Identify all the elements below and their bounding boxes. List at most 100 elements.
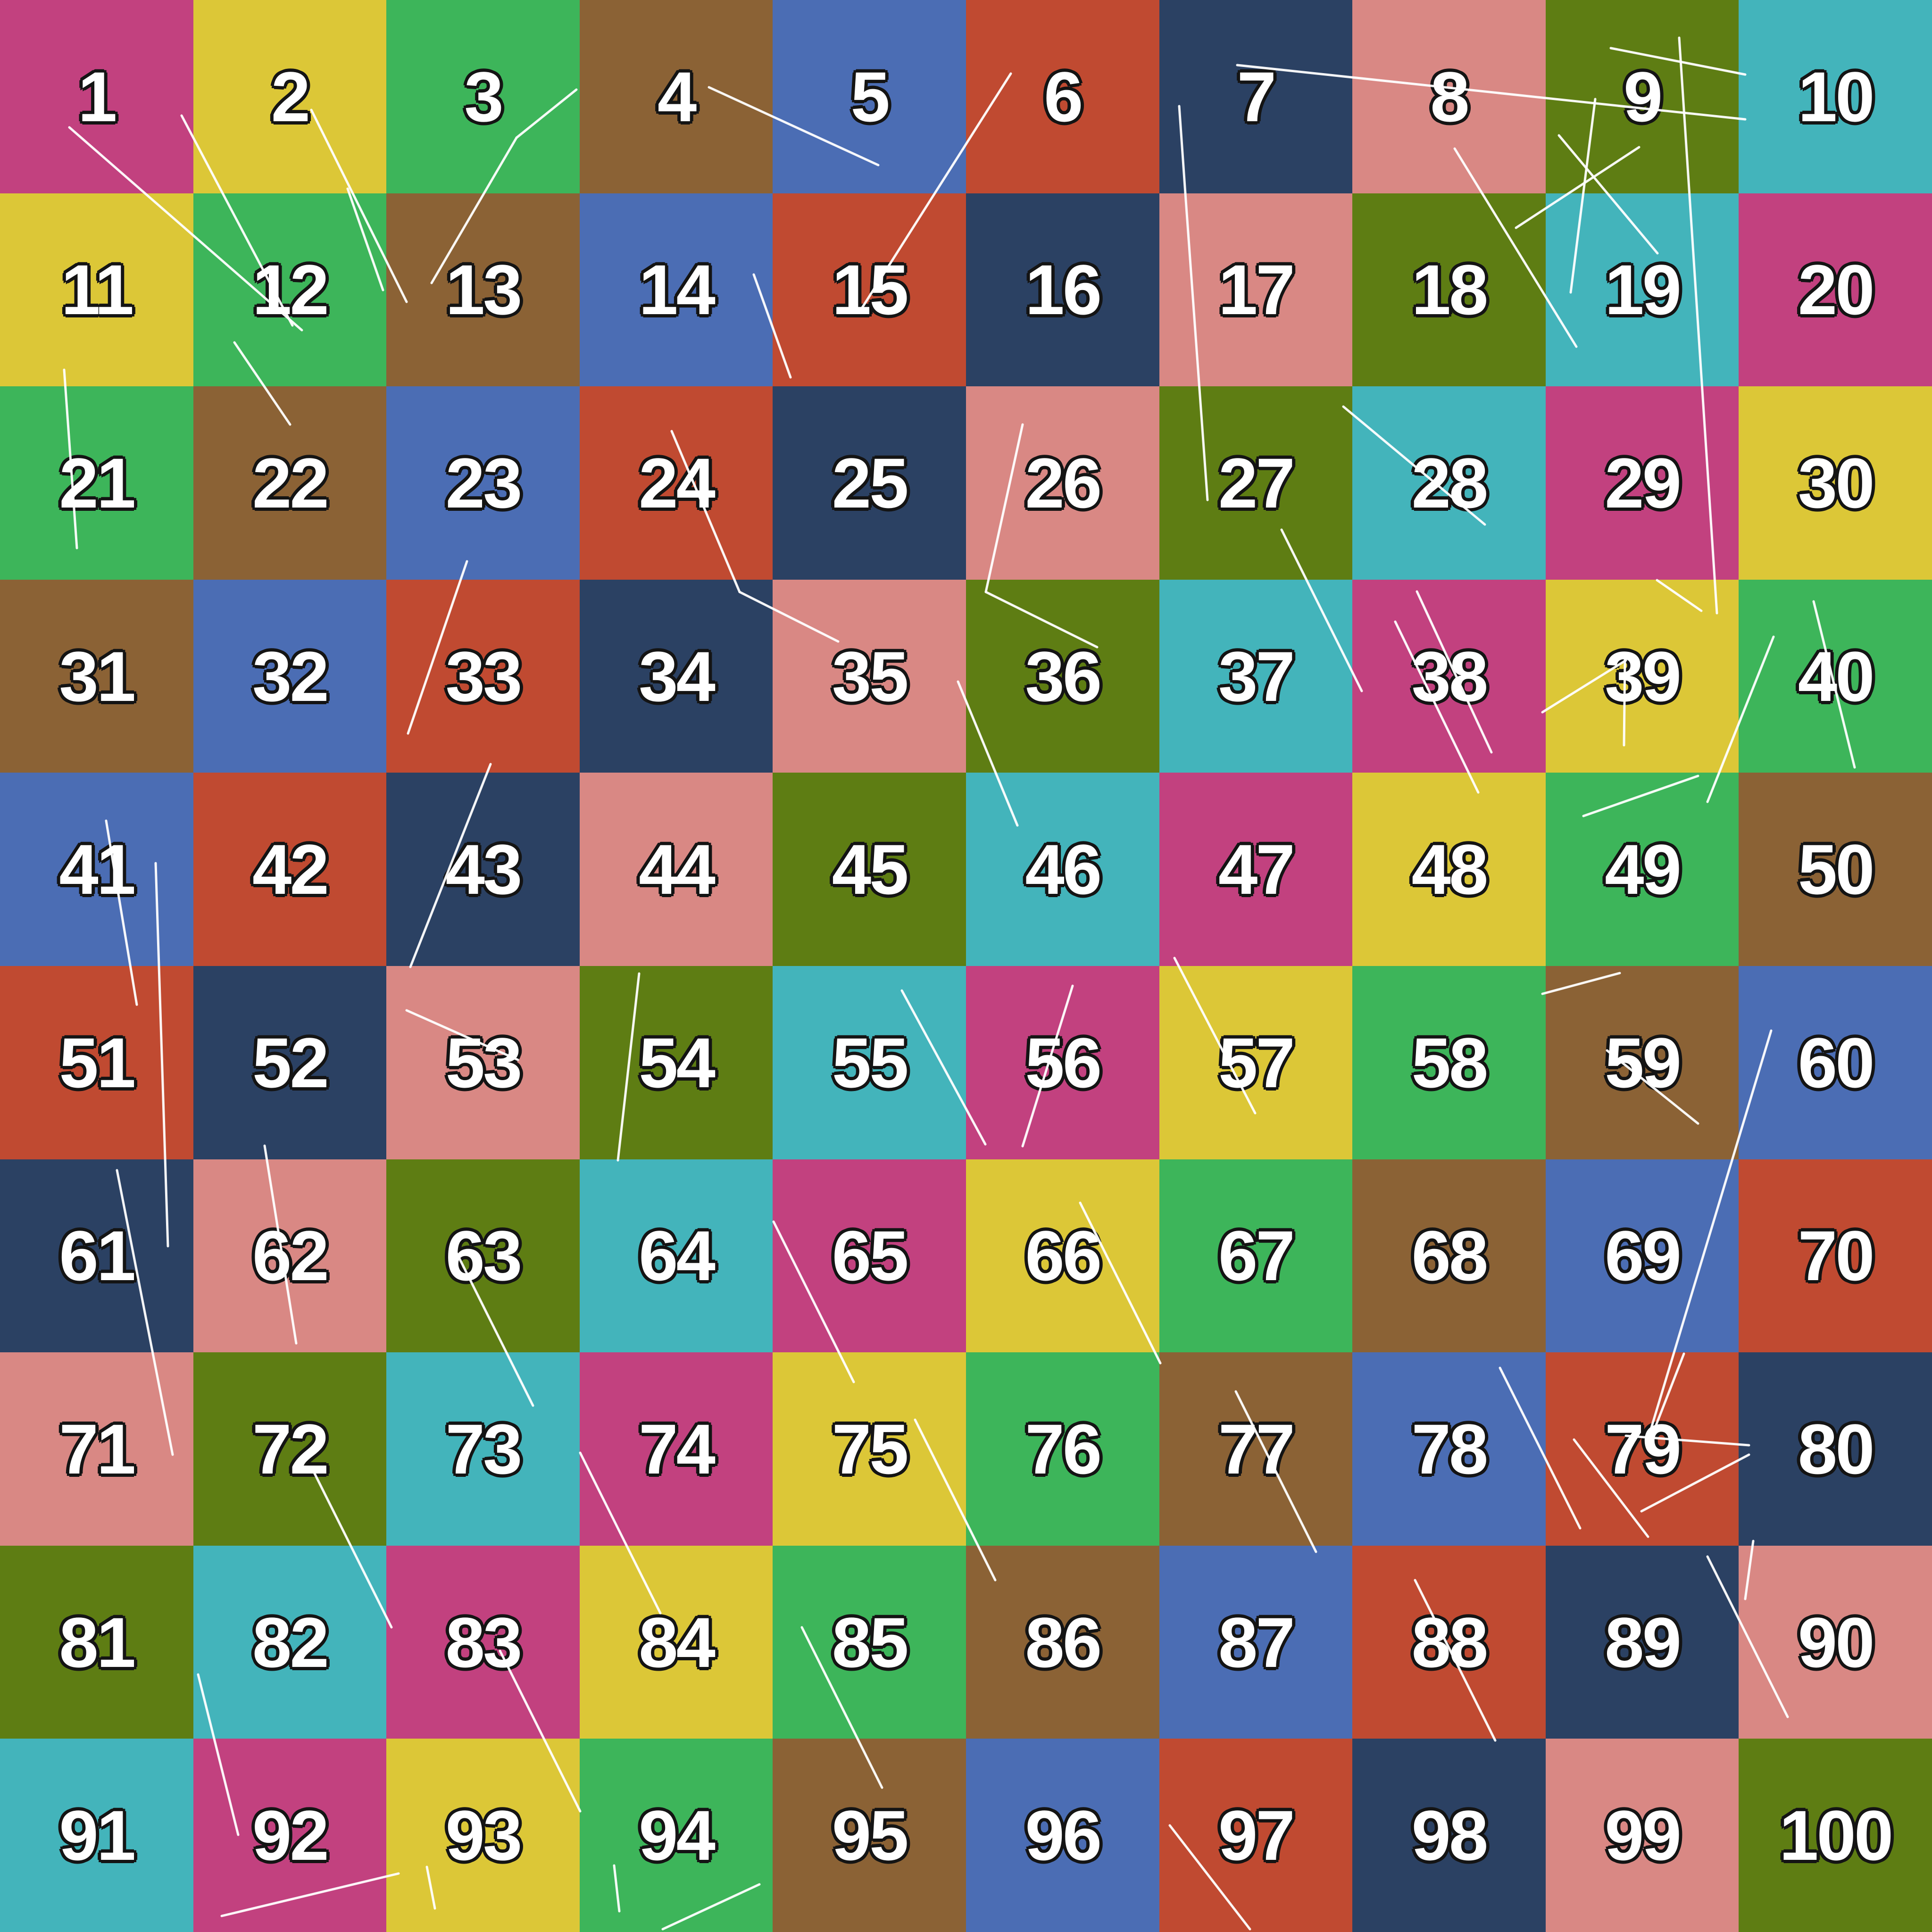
grid-cell-40[interactable]: 40 bbox=[1739, 579, 1932, 773]
grid-cell-4[interactable]: 4 bbox=[579, 0, 773, 193]
grid-cell-26[interactable]: 26 bbox=[966, 386, 1159, 580]
grid-cell-93[interactable]: 93 bbox=[386, 1739, 580, 1932]
grid-cell-12[interactable]: 12 bbox=[193, 193, 387, 387]
grid-cell-49[interactable]: 49 bbox=[1545, 773, 1739, 966]
grid-cell-81[interactable]: 81 bbox=[0, 1545, 193, 1739]
grid-cell-100[interactable]: 100 bbox=[1739, 1739, 1932, 1932]
grid-cell-21[interactable]: 21 bbox=[0, 386, 193, 580]
grid-cell-88[interactable]: 88 bbox=[1352, 1545, 1546, 1739]
grid-cell-76[interactable]: 76 bbox=[966, 1352, 1159, 1546]
grid-cell-18[interactable]: 18 bbox=[1352, 193, 1546, 387]
grid-cell-80[interactable]: 80 bbox=[1739, 1352, 1932, 1546]
grid-cell-62[interactable]: 62 bbox=[193, 1159, 387, 1353]
grid-cell-41[interactable]: 41 bbox=[0, 773, 193, 966]
grid-cell-94[interactable]: 94 bbox=[579, 1739, 773, 1932]
grid-cell-6[interactable]: 6 bbox=[966, 0, 1159, 193]
grid-cell-35[interactable]: 35 bbox=[773, 579, 966, 773]
grid-cell-5[interactable]: 5 bbox=[773, 0, 966, 193]
grid-cell-78[interactable]: 78 bbox=[1352, 1352, 1546, 1546]
grid-cell-43[interactable]: 43 bbox=[386, 773, 580, 966]
grid-cell-75[interactable]: 75 bbox=[773, 1352, 966, 1546]
grid-cell-50[interactable]: 50 bbox=[1739, 773, 1932, 966]
grid-cell-99[interactable]: 99 bbox=[1545, 1739, 1739, 1932]
grid-cell-97[interactable]: 97 bbox=[1159, 1739, 1353, 1932]
grid-cell-29[interactable]: 29 bbox=[1545, 386, 1739, 580]
grid-cell-70[interactable]: 70 bbox=[1739, 1159, 1932, 1353]
grid-cell-25[interactable]: 25 bbox=[773, 386, 966, 580]
grid-cell-51[interactable]: 51 bbox=[0, 966, 193, 1159]
grid-cell-39[interactable]: 39 bbox=[1545, 579, 1739, 773]
grid-cell-19[interactable]: 19 bbox=[1545, 193, 1739, 387]
grid-cell-23[interactable]: 23 bbox=[386, 386, 580, 580]
grid-cell-45[interactable]: 45 bbox=[773, 773, 966, 966]
grid-cell-2[interactable]: 2 bbox=[193, 0, 387, 193]
grid-cell-89[interactable]: 89 bbox=[1545, 1545, 1739, 1739]
grid-cell-33[interactable]: 33 bbox=[386, 579, 580, 773]
grid-cell-91[interactable]: 91 bbox=[0, 1739, 193, 1932]
grid-cell-60[interactable]: 60 bbox=[1739, 966, 1932, 1159]
grid-cell-54[interactable]: 54 bbox=[579, 966, 773, 1159]
grid-cell-68[interactable]: 68 bbox=[1352, 1159, 1546, 1353]
grid-cell-57[interactable]: 57 bbox=[1159, 966, 1353, 1159]
grid-cell-64[interactable]: 64 bbox=[579, 1159, 773, 1353]
grid-cell-72[interactable]: 72 bbox=[193, 1352, 387, 1546]
grid-cell-71[interactable]: 71 bbox=[0, 1352, 193, 1546]
grid-cell-14[interactable]: 14 bbox=[579, 193, 773, 387]
grid-cell-48[interactable]: 48 bbox=[1352, 773, 1546, 966]
grid-cell-92[interactable]: 92 bbox=[193, 1739, 387, 1932]
grid-cell-73[interactable]: 73 bbox=[386, 1352, 580, 1546]
grid-cell-61[interactable]: 61 bbox=[0, 1159, 193, 1353]
grid-cell-63[interactable]: 63 bbox=[386, 1159, 580, 1353]
grid-cell-69[interactable]: 69 bbox=[1545, 1159, 1739, 1353]
grid-cell-17[interactable]: 17 bbox=[1159, 193, 1353, 387]
grid-cell-85[interactable]: 85 bbox=[773, 1545, 966, 1739]
grid-cell-24[interactable]: 24 bbox=[579, 386, 773, 580]
grid-cell-38[interactable]: 38 bbox=[1352, 579, 1546, 773]
grid-cell-86[interactable]: 86 bbox=[966, 1545, 1159, 1739]
grid-cell-42[interactable]: 42 bbox=[193, 773, 387, 966]
grid-cell-56[interactable]: 56 bbox=[966, 966, 1159, 1159]
grid-cell-47[interactable]: 47 bbox=[1159, 773, 1353, 966]
grid-cell-98[interactable]: 98 bbox=[1352, 1739, 1546, 1932]
grid-cell-90[interactable]: 90 bbox=[1739, 1545, 1932, 1739]
grid-cell-77[interactable]: 77 bbox=[1159, 1352, 1353, 1546]
grid-cell-96[interactable]: 96 bbox=[966, 1739, 1159, 1932]
grid-cell-28[interactable]: 28 bbox=[1352, 386, 1546, 580]
grid-cell-22[interactable]: 22 bbox=[193, 386, 387, 580]
grid-cell-10[interactable]: 10 bbox=[1739, 0, 1932, 193]
grid-cell-3[interactable]: 3 bbox=[386, 0, 580, 193]
grid-cell-36[interactable]: 36 bbox=[966, 579, 1159, 773]
grid-cell-55[interactable]: 55 bbox=[773, 966, 966, 1159]
grid-cell-27[interactable]: 27 bbox=[1159, 386, 1353, 580]
grid-cell-95[interactable]: 95 bbox=[773, 1739, 966, 1932]
grid-cell-7[interactable]: 7 bbox=[1159, 0, 1353, 193]
grid-cell-34[interactable]: 34 bbox=[579, 579, 773, 773]
grid-cell-59[interactable]: 59 bbox=[1545, 966, 1739, 1159]
grid-cell-8[interactable]: 8 bbox=[1352, 0, 1546, 193]
grid-cell-16[interactable]: 16 bbox=[966, 193, 1159, 387]
grid-cell-74[interactable]: 74 bbox=[579, 1352, 773, 1546]
grid-cell-58[interactable]: 58 bbox=[1352, 966, 1546, 1159]
grid-cell-83[interactable]: 83 bbox=[386, 1545, 580, 1739]
grid-cell-31[interactable]: 31 bbox=[0, 579, 193, 773]
grid-cell-53[interactable]: 53 bbox=[386, 966, 580, 1159]
grid-cell-32[interactable]: 32 bbox=[193, 579, 387, 773]
grid-cell-9[interactable]: 9 bbox=[1545, 0, 1739, 193]
grid-cell-37[interactable]: 37 bbox=[1159, 579, 1353, 773]
grid-cell-20[interactable]: 20 bbox=[1739, 193, 1932, 387]
grid-cell-84[interactable]: 84 bbox=[579, 1545, 773, 1739]
grid-cell-44[interactable]: 44 bbox=[579, 773, 773, 966]
grid-cell-13[interactable]: 13 bbox=[386, 193, 580, 387]
grid-cell-66[interactable]: 66 bbox=[966, 1159, 1159, 1353]
grid-cell-82[interactable]: 82 bbox=[193, 1545, 387, 1739]
grid-cell-11[interactable]: 11 bbox=[0, 193, 193, 387]
grid-cell-15[interactable]: 15 bbox=[773, 193, 966, 387]
grid-cell-52[interactable]: 52 bbox=[193, 966, 387, 1159]
grid-cell-67[interactable]: 67 bbox=[1159, 1159, 1353, 1353]
grid-cell-30[interactable]: 30 bbox=[1739, 386, 1932, 580]
grid-cell-79[interactable]: 79 bbox=[1545, 1352, 1739, 1546]
grid-cell-46[interactable]: 46 bbox=[966, 773, 1159, 966]
grid-cell-87[interactable]: 87 bbox=[1159, 1545, 1353, 1739]
grid-cell-65[interactable]: 65 bbox=[773, 1159, 966, 1353]
grid-cell-1[interactable]: 1 bbox=[0, 0, 193, 193]
